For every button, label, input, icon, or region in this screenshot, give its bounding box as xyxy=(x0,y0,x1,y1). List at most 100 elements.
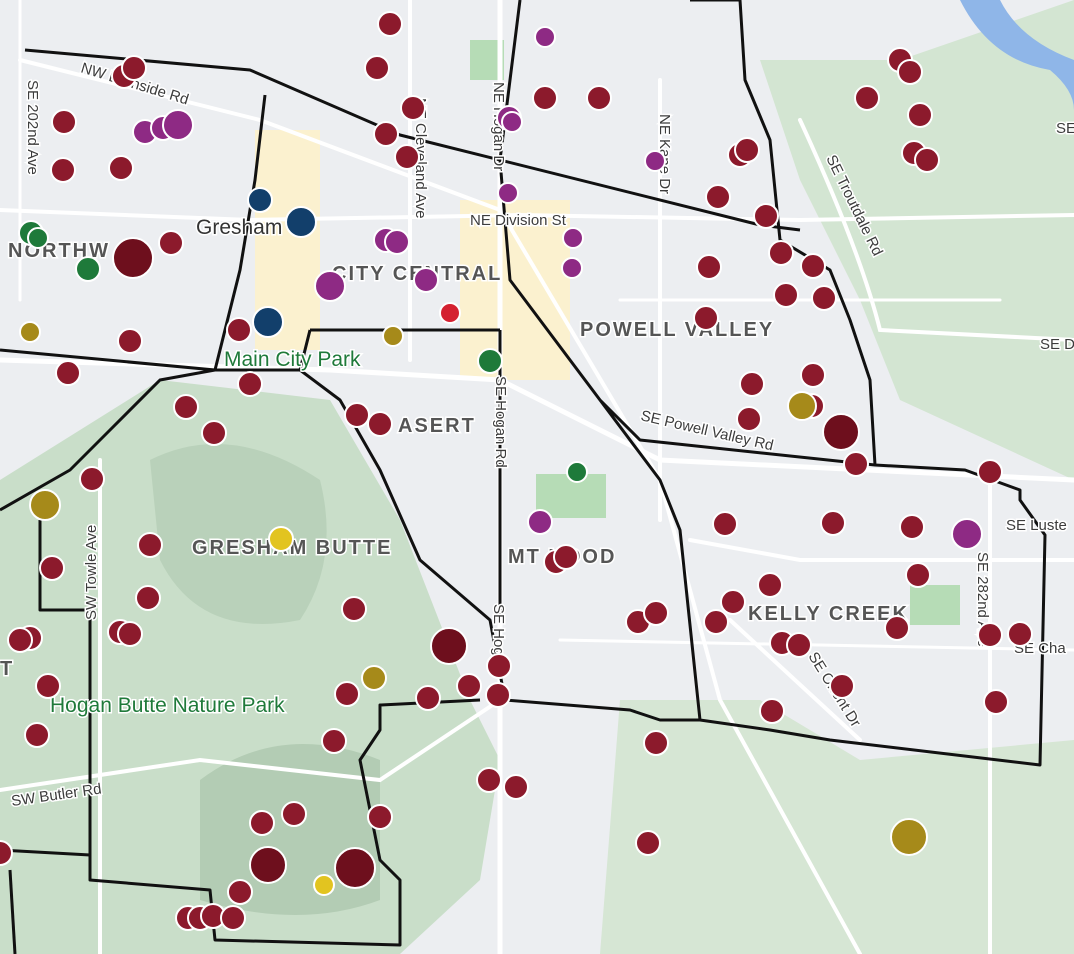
map-marker[interactable] xyxy=(693,305,719,331)
map-marker[interactable] xyxy=(527,509,553,535)
map-marker[interactable] xyxy=(532,85,558,111)
map-marker[interactable] xyxy=(712,511,738,537)
map-marker[interactable] xyxy=(117,328,143,354)
map-marker[interactable] xyxy=(400,95,426,121)
map-marker[interactable] xyxy=(162,109,194,141)
map-marker[interactable] xyxy=(252,306,284,338)
map-marker[interactable] xyxy=(334,681,360,707)
map-marker[interactable] xyxy=(566,461,588,483)
map-marker[interactable] xyxy=(561,257,583,279)
map-marker[interactable] xyxy=(951,518,983,550)
map-marker[interactable] xyxy=(739,371,765,397)
map-marker[interactable] xyxy=(553,544,579,570)
map-marker[interactable] xyxy=(905,562,931,588)
map-marker[interactable] xyxy=(220,905,246,931)
map-marker[interactable] xyxy=(643,730,669,756)
map-marker[interactable] xyxy=(430,627,468,665)
map-marker[interactable] xyxy=(1007,621,1033,647)
map-marker[interactable] xyxy=(562,227,584,249)
map-marker[interactable] xyxy=(534,26,556,48)
map-marker[interactable] xyxy=(486,653,512,679)
map-marker[interactable] xyxy=(173,394,199,420)
map-marker[interactable] xyxy=(456,673,482,699)
map-marker[interactable] xyxy=(201,420,227,446)
map-marker[interactable] xyxy=(822,413,860,451)
map-marker[interactable] xyxy=(27,227,49,249)
map-marker[interactable] xyxy=(394,144,420,170)
map-marker[interactable] xyxy=(29,489,61,521)
map-marker[interactable] xyxy=(977,459,1003,485)
map-marker[interactable] xyxy=(485,682,511,708)
map-marker[interactable] xyxy=(361,665,387,691)
map-marker[interactable] xyxy=(24,722,50,748)
map-marker[interactable] xyxy=(820,510,846,536)
map-marker[interactable] xyxy=(854,85,880,111)
map-marker[interactable] xyxy=(268,526,294,552)
map-marker[interactable] xyxy=(753,203,779,229)
map-marker[interactable] xyxy=(811,285,837,311)
map-marker[interactable] xyxy=(983,689,1009,715)
map-marker[interactable] xyxy=(384,229,410,255)
map-marker[interactable] xyxy=(897,59,923,85)
map-marker[interactable] xyxy=(415,685,441,711)
map-marker[interactable] xyxy=(227,879,253,905)
map-marker[interactable] xyxy=(757,572,783,598)
map-marker[interactable] xyxy=(773,282,799,308)
map-marker[interactable] xyxy=(121,55,147,81)
map-marker[interactable] xyxy=(586,85,612,111)
map-marker[interactable] xyxy=(281,801,307,827)
map-marker[interactable] xyxy=(503,774,529,800)
map-marker[interactable] xyxy=(734,137,760,163)
map-marker[interactable] xyxy=(367,804,393,830)
map-marker[interactable] xyxy=(373,121,399,147)
map-marker[interactable] xyxy=(413,267,439,293)
map-marker[interactable] xyxy=(247,187,273,213)
map-marker[interactable] xyxy=(55,360,81,386)
map-marker[interactable] xyxy=(313,874,335,896)
map-marker[interactable] xyxy=(884,615,910,641)
map-marker[interactable] xyxy=(237,371,263,397)
map-marker[interactable] xyxy=(768,240,794,266)
map-marker[interactable] xyxy=(314,270,346,302)
map-marker[interactable] xyxy=(720,589,746,615)
map-marker[interactable] xyxy=(705,184,731,210)
map-marker[interactable] xyxy=(344,402,370,428)
map-marker[interactable] xyxy=(787,391,817,421)
map-marker[interactable] xyxy=(51,109,77,135)
map-marker[interactable] xyxy=(108,155,134,181)
map-marker[interactable] xyxy=(382,325,404,347)
map-marker[interactable] xyxy=(321,728,347,754)
map-marker[interactable] xyxy=(377,11,403,37)
map-marker[interactable] xyxy=(137,532,163,558)
map-marker[interactable] xyxy=(501,111,523,133)
map-marker[interactable] xyxy=(7,627,33,653)
map-marker[interactable] xyxy=(439,302,461,324)
map-marker[interactable] xyxy=(800,253,826,279)
map-marker[interactable] xyxy=(364,55,390,81)
map-marker[interactable] xyxy=(899,514,925,540)
map-marker[interactable] xyxy=(736,406,762,432)
map-marker[interactable] xyxy=(158,230,184,256)
map-marker[interactable] xyxy=(907,102,933,128)
map-marker[interactable] xyxy=(635,830,661,856)
map-marker[interactable] xyxy=(334,847,376,889)
map-marker[interactable] xyxy=(249,846,287,884)
map-marker[interactable] xyxy=(79,466,105,492)
map-marker[interactable] xyxy=(497,182,519,204)
map-marker[interactable] xyxy=(703,609,729,635)
map-marker[interactable] xyxy=(285,206,317,238)
map-marker[interactable] xyxy=(914,147,940,173)
map-marker[interactable] xyxy=(800,362,826,388)
map-marker[interactable] xyxy=(696,254,722,280)
map-marker[interactable] xyxy=(477,348,503,374)
map-marker[interactable] xyxy=(890,818,928,856)
map-marker[interactable] xyxy=(226,317,252,343)
map-marker[interactable] xyxy=(112,237,154,279)
map-marker[interactable] xyxy=(39,555,65,581)
map-marker[interactable] xyxy=(117,621,143,647)
map-marker[interactable] xyxy=(19,321,41,343)
map-marker[interactable] xyxy=(135,585,161,611)
map-marker[interactable] xyxy=(759,698,785,724)
map-marker[interactable] xyxy=(644,150,666,172)
map-marker[interactable] xyxy=(341,596,367,622)
